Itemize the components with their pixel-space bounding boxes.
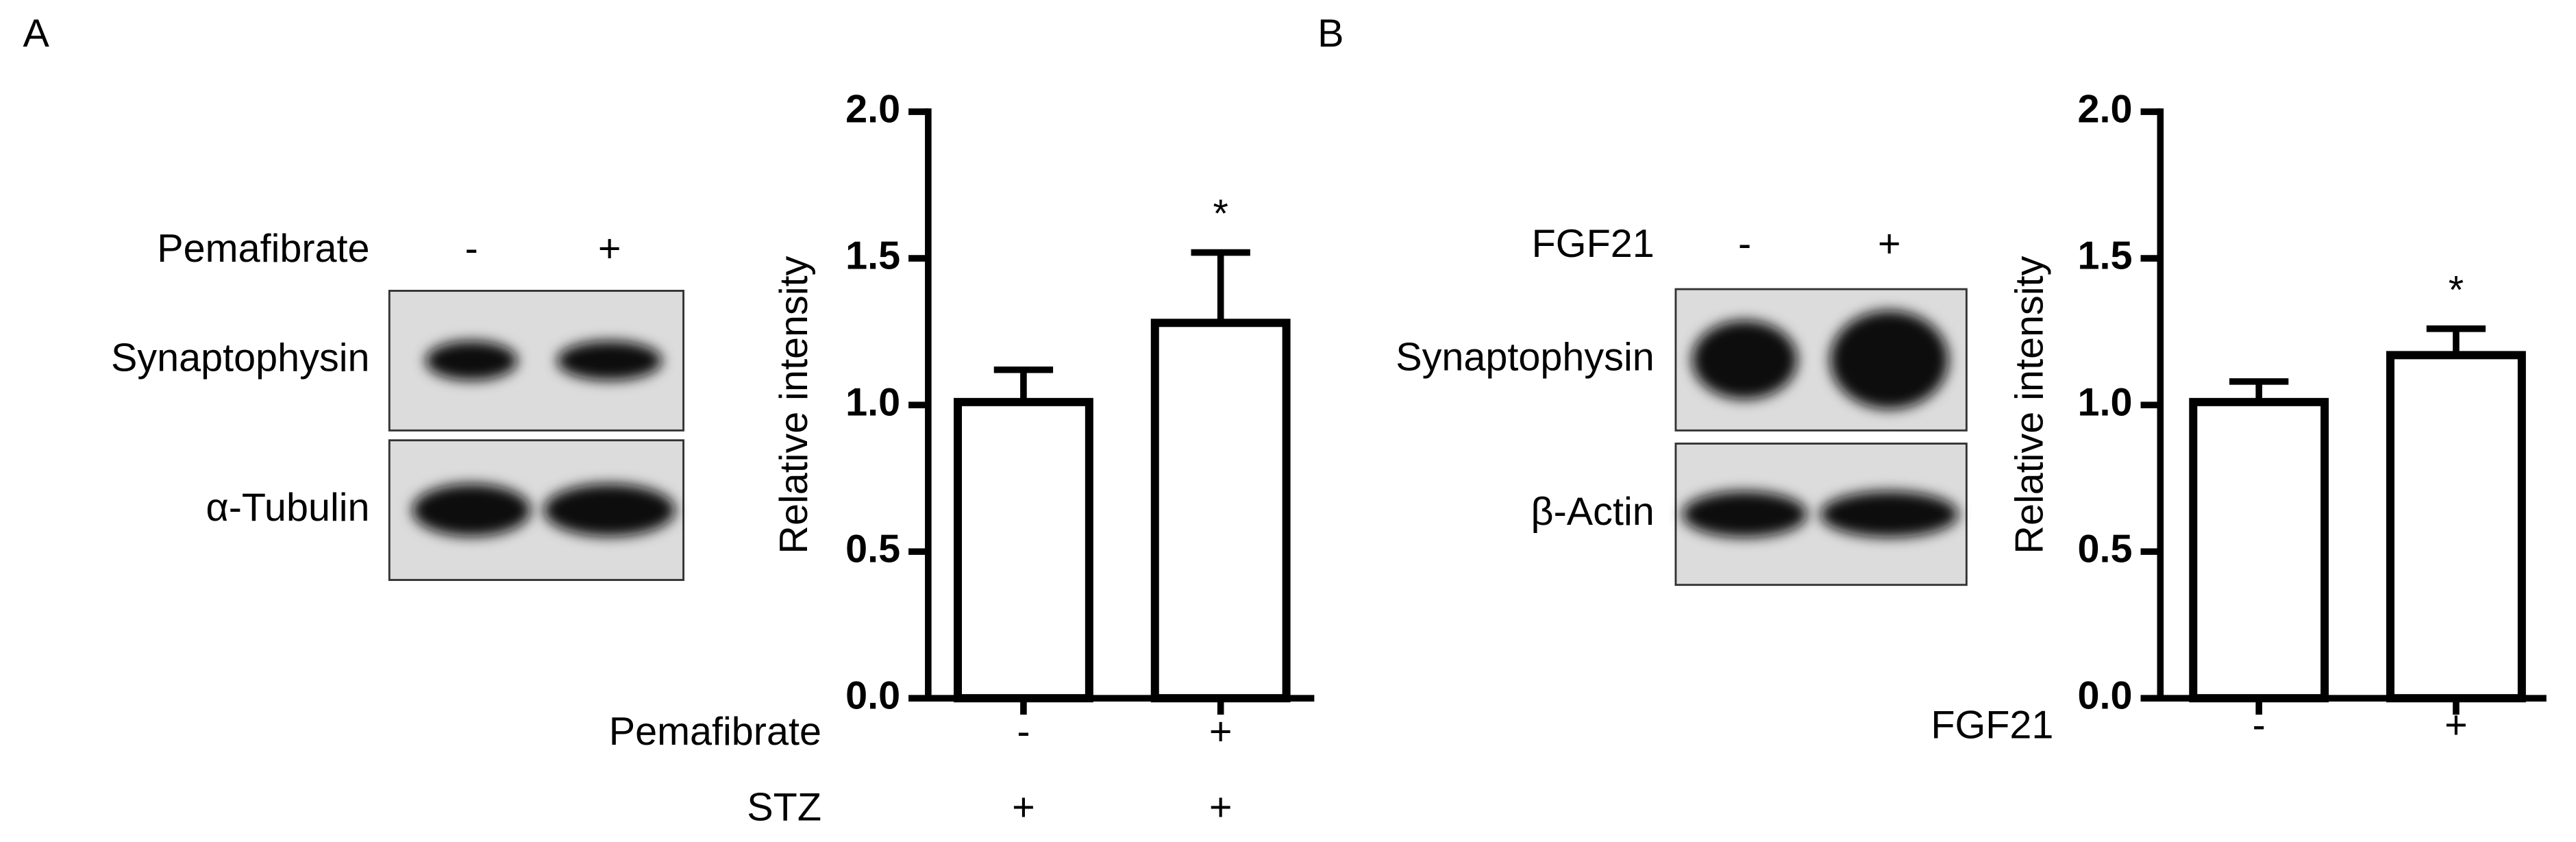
blot-band (1692, 320, 1798, 399)
y-axis-label: Relative intensity (772, 256, 816, 554)
bar (2189, 397, 2329, 703)
y-axis-label: Relative intensity (2007, 256, 2051, 554)
error-bar (1191, 249, 1250, 323)
blot-band (1682, 491, 1807, 538)
x-row-name: STZ (747, 785, 821, 829)
x-row-name: FGF21 (1931, 704, 2053, 747)
x-tick-label: + (1012, 785, 1035, 829)
blot-band-label: Synaptophysin (111, 336, 370, 380)
bar (954, 397, 1093, 703)
panel-label: B (1317, 12, 1343, 55)
y-tick-label: 0.5 (2078, 527, 2133, 571)
bar (1150, 319, 1291, 703)
blot-band (412, 484, 531, 536)
y-tick-label: 1.0 (2078, 380, 2133, 424)
y-tick-label: 1.0 (845, 380, 900, 424)
blot-band (425, 340, 518, 381)
y-tick-label: 1.5 (2078, 234, 2133, 277)
blot-lane: - (465, 227, 478, 271)
significance: * (1213, 192, 1228, 236)
x-tick-label: - (1017, 710, 1030, 754)
significance: * (2449, 268, 2464, 312)
y-tick-label: 0.5 (845, 527, 900, 571)
blot-band-label: α-Tubulin (206, 486, 369, 530)
y-tick-label: 0.0 (2078, 673, 2133, 717)
x-tick-label: + (1209, 710, 1233, 754)
blot-lane: + (1878, 222, 1901, 266)
y-tick-label: 2.0 (845, 87, 900, 131)
x-tick-label: + (2444, 704, 2468, 747)
blot-treatment: Pemafibrate (157, 227, 369, 271)
x-tick-label: + (1209, 785, 1233, 829)
y-tick-label: 0.0 (845, 673, 900, 717)
bar (2386, 351, 2526, 703)
blot-band (1820, 491, 1959, 538)
panel-label: A (23, 12, 50, 55)
y-tick-label: 1.5 (845, 234, 900, 277)
y-tick-label: 2.0 (2078, 87, 2133, 131)
x-row-name: Pemafibrate (609, 710, 821, 754)
blot-treatment: FGF21 (1532, 222, 1655, 266)
blot-lane: - (1738, 222, 1751, 266)
error-bar (993, 366, 1054, 402)
error-bar (2426, 325, 2486, 356)
blot-band-label: Synaptophysin (1396, 335, 1655, 379)
blot-band-label: β-Actin (1531, 490, 1655, 534)
blot-band (556, 340, 662, 381)
blot-band (543, 484, 676, 536)
blot-lane: + (598, 227, 621, 271)
x-tick-label: - (2253, 704, 2266, 747)
blot-band (1830, 310, 1948, 410)
